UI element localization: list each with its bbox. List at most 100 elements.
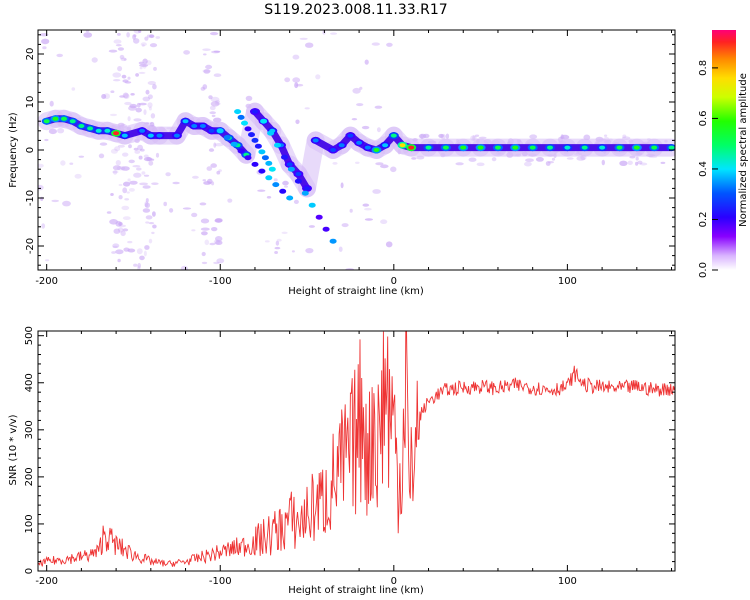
noise-speck — [380, 219, 388, 224]
dispersion-point — [268, 166, 276, 172]
noise-speck — [281, 231, 288, 234]
ridge-point-core — [312, 138, 319, 143]
ridge-point-core — [347, 133, 354, 138]
ridge-point-core — [182, 119, 189, 124]
noise-speck — [122, 187, 128, 194]
noise-speck — [139, 148, 145, 152]
noise-speck — [191, 229, 196, 232]
noise-speck — [284, 77, 291, 83]
noise-speck — [292, 77, 301, 83]
x-tick-label: -100 — [209, 276, 232, 287]
noise-speck — [124, 81, 132, 84]
dispersion-point — [279, 188, 287, 194]
noise-speck — [551, 157, 556, 161]
noise-speck — [163, 201, 167, 207]
noise-speck — [211, 114, 216, 118]
snr-y-ticks: 0 100 200 300 400 500 — [24, 326, 675, 574]
y-tick-label: 400 — [24, 373, 35, 392]
noise-speck — [74, 173, 82, 179]
ridge-point-core — [390, 133, 397, 138]
noise-speck — [359, 86, 363, 90]
noise-speck — [524, 161, 532, 167]
ridge-point-core — [156, 133, 163, 138]
dispersion-point — [244, 126, 252, 132]
noise-speck — [213, 50, 221, 53]
dispersion-point — [281, 154, 288, 160]
noise-speck — [136, 102, 141, 108]
noise-speck — [375, 162, 384, 166]
x-tick-label: 100 — [558, 576, 577, 587]
noise-speck — [62, 200, 71, 207]
noise-speck — [130, 93, 135, 96]
colorbar-tick-label: 0.8 — [698, 60, 709, 76]
noise-speck — [619, 160, 628, 166]
ridge-point-core — [382, 143, 389, 148]
noise-speck — [214, 143, 224, 147]
noise-speck — [377, 127, 381, 133]
noise-speck — [202, 179, 207, 182]
noise-speck — [41, 38, 50, 45]
noise-speck — [138, 61, 144, 65]
noise-speck — [200, 218, 210, 224]
noise-speck — [133, 30, 142, 34]
noise-speck — [139, 66, 143, 70]
noise-speck — [137, 144, 144, 151]
noise-speck — [148, 222, 155, 225]
noise-speck — [60, 160, 66, 166]
noise-speck — [120, 57, 127, 62]
noise-speck — [155, 152, 160, 158]
noise-speck — [123, 181, 131, 187]
noise-speck — [455, 162, 464, 166]
dispersion-point — [258, 149, 266, 155]
noise-speck — [203, 53, 207, 56]
noise-speck — [213, 142, 217, 148]
ridge-point-core — [356, 140, 363, 145]
noise-speck — [372, 189, 381, 194]
noise-speck — [122, 228, 129, 232]
colorbar-tick-label: 0.0 — [698, 262, 709, 278]
noise-speck — [145, 221, 150, 224]
noise-speck — [340, 182, 344, 189]
noise-speck — [386, 42, 393, 47]
ridge-point-core — [512, 145, 519, 150]
ridge-point-core — [495, 145, 501, 150]
noise-speck — [660, 161, 666, 164]
dispersion-point — [244, 155, 252, 161]
noise-speck — [202, 84, 208, 90]
noise-speck — [215, 100, 220, 104]
noise-speck — [143, 109, 147, 115]
noise-speck — [264, 240, 270, 243]
spectrogram-y-ticks: -20 -10 0 10 20 — [25, 34, 675, 266]
noise-speck — [200, 227, 210, 231]
noise-speck — [98, 153, 105, 159]
noise-speck — [114, 146, 121, 152]
noise-speck — [292, 54, 300, 60]
noise-speck — [635, 156, 639, 161]
colorbar-tick-label: 0.2 — [698, 212, 709, 228]
x-tick-label: 0 — [391, 276, 397, 287]
noise-speck — [56, 53, 63, 58]
noise-speck — [201, 231, 208, 236]
ridge-point-core — [529, 145, 536, 150]
noise-speck — [525, 158, 534, 162]
dispersion-point — [308, 202, 316, 208]
noise-speck — [210, 101, 220, 107]
noise-speck — [147, 94, 153, 100]
y-tick-label: -20 — [25, 238, 36, 254]
noise-speck — [40, 196, 44, 201]
noise-speck — [216, 258, 225, 264]
noise-speck — [385, 241, 393, 248]
noise-speck — [143, 250, 147, 257]
noise-speck — [183, 50, 191, 55]
noise-speck — [338, 246, 343, 252]
noise-speck — [135, 73, 140, 77]
noise-speck — [559, 137, 565, 139]
dispersion-point — [223, 135, 231, 140]
noise-speck — [123, 58, 127, 61]
noise-speck — [119, 95, 125, 98]
ridge-point-core — [173, 133, 180, 138]
noise-speck — [535, 157, 544, 162]
noise-speck — [121, 74, 127, 79]
noise-speck — [361, 125, 370, 130]
